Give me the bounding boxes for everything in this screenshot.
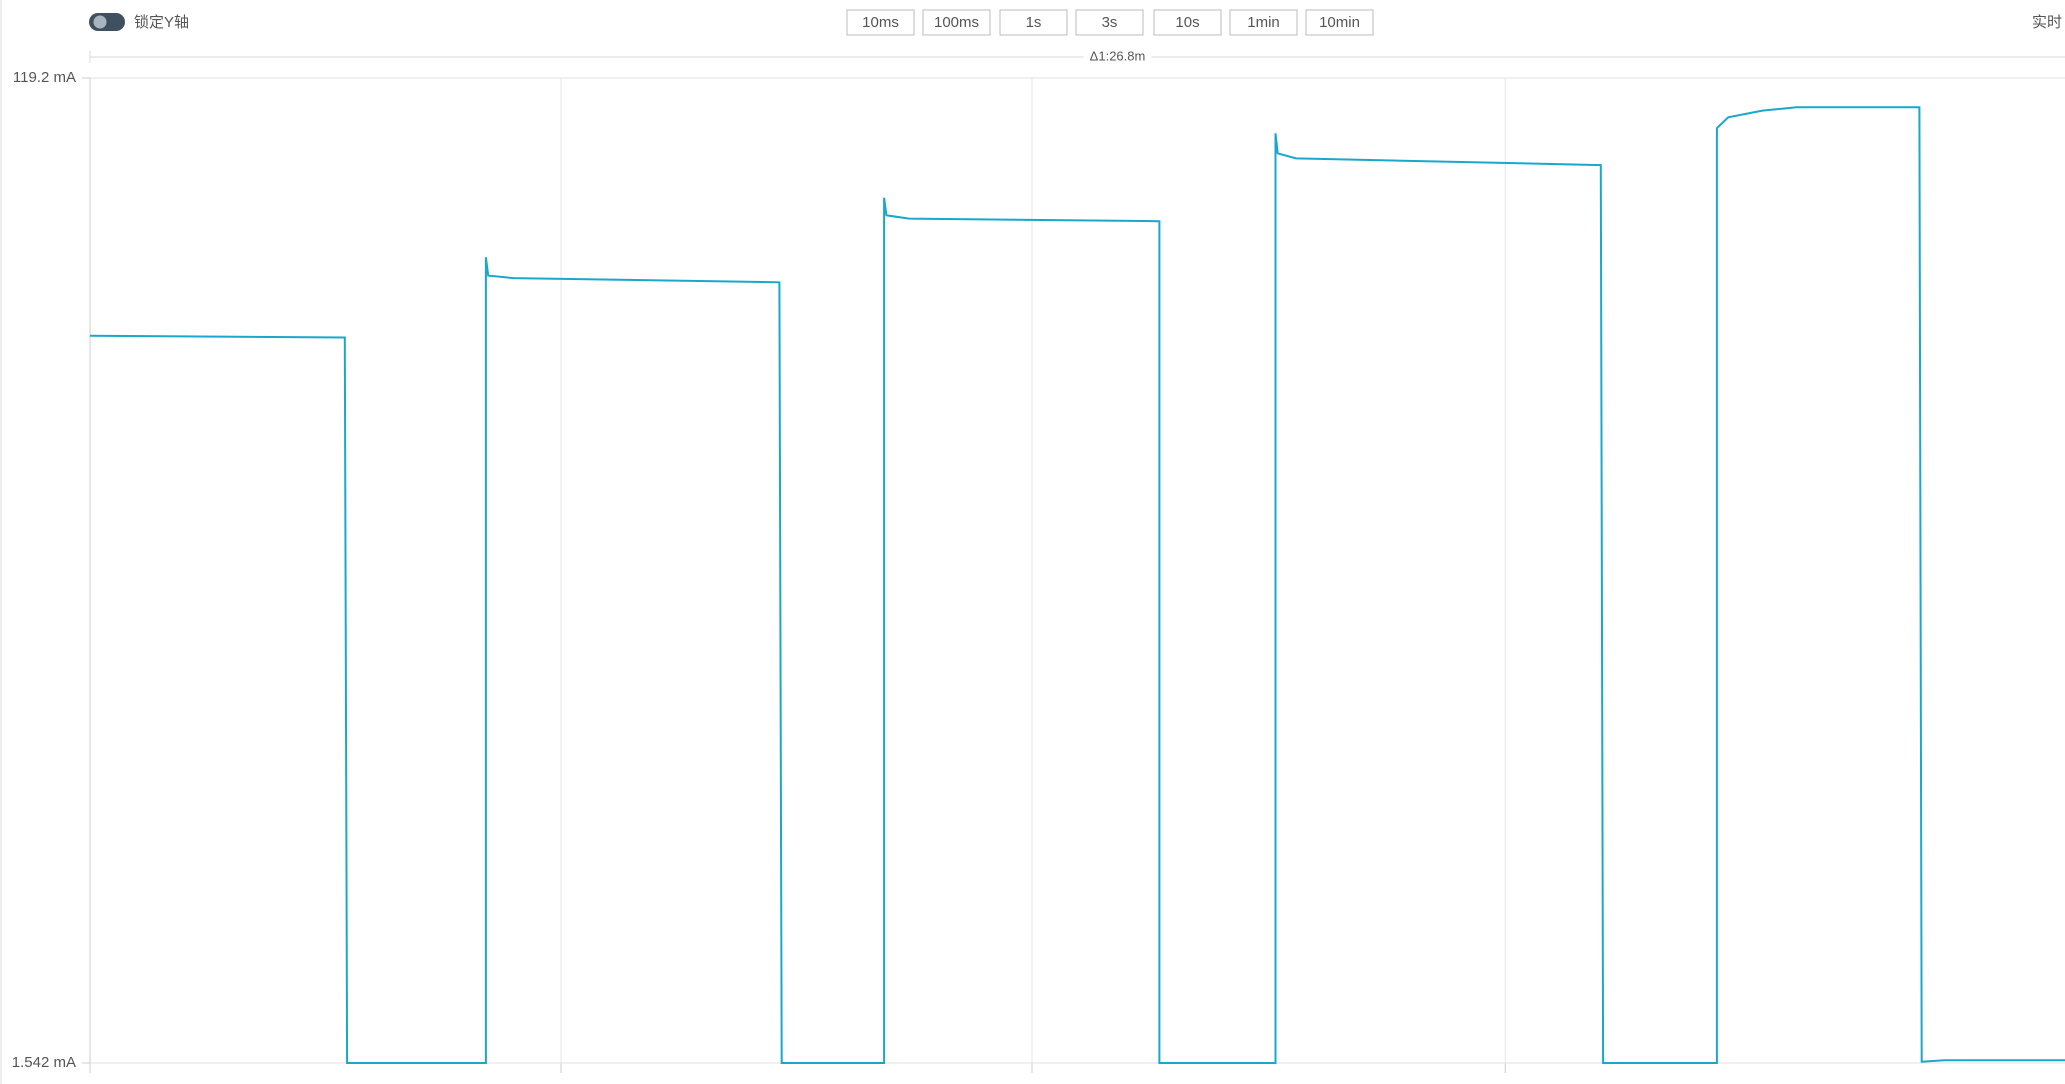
range-button[interactable]: 100ms [922, 9, 991, 36]
button-label[interactable]: 10s [1175, 14, 1199, 31]
live-label[interactable]: 实时 [2032, 14, 2062, 31]
button-label[interactable]: 10ms [862, 14, 899, 31]
toggle-knob[interactable] [93, 15, 107, 29]
button-label[interactable]: 3s [1102, 14, 1118, 31]
delta-label-bg [1083, 48, 1152, 64]
button-frame[interactable] [1153, 9, 1222, 36]
delta-label: Δ1:26.8m [1090, 48, 1146, 63]
button-label[interactable]: 100ms [934, 14, 979, 31]
button-frame[interactable] [922, 9, 991, 36]
y-tick-label: 1.542 mA [12, 1054, 76, 1071]
range-button[interactable]: 1s [999, 9, 1068, 36]
button-label[interactable]: 1min [1247, 14, 1280, 31]
y-tick-label: 119.2 mA [13, 69, 76, 86]
lock-toggle[interactable] [89, 13, 125, 31]
button-frame[interactable] [1075, 9, 1144, 36]
button-frame[interactable] [1229, 9, 1298, 36]
button-label[interactable]: 10min [1319, 14, 1360, 31]
current-trace [89, 106, 2065, 1064]
lock-label: 锁定Y轴 [134, 14, 189, 31]
button-frame[interactable] [846, 9, 915, 36]
button-label[interactable]: 1s [1026, 14, 1042, 31]
button-frame[interactable] [1305, 9, 1374, 36]
range-button[interactable]: 10ms [846, 9, 915, 36]
range-button[interactable]: 3s [1075, 9, 1144, 36]
range-button[interactable]: 1min [1229, 9, 1298, 36]
range-button[interactable]: 10min [1305, 9, 1374, 36]
range-button[interactable]: 10s [1153, 9, 1222, 36]
button-frame[interactable] [999, 9, 1068, 36]
